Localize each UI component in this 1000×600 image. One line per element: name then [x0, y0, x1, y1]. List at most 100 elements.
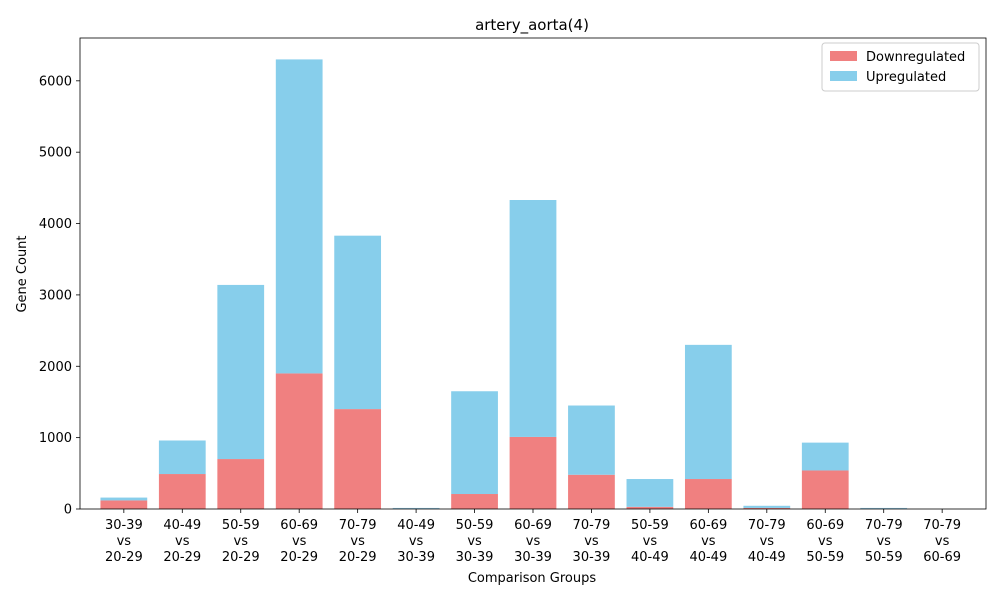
- x-tick-label-line: 40-49: [163, 518, 201, 533]
- x-tick-label-line: 60-69: [280, 518, 318, 533]
- legend: Downregulated Upregulated: [821, 42, 980, 92]
- x-tick-label: 40-49 vs 20-29: [163, 518, 201, 565]
- x-tick-label-line: vs: [701, 534, 716, 549]
- bar-upregulated-14: [860, 507, 908, 509]
- x-tick-label-line: 30-39: [456, 550, 494, 565]
- x-tick-label-line: 70-79: [748, 518, 786, 533]
- bar-downregulated-8: [509, 436, 557, 509]
- bar-downregulated-5: [334, 409, 382, 509]
- legend-box: [821, 42, 980, 92]
- x-tick-label-line: 40-49: [631, 550, 669, 565]
- x-tick-label: 70-79 vs 50-59: [865, 518, 903, 565]
- x-tick-label-line: 30-39: [573, 550, 611, 565]
- bar-upregulated-12: [743, 505, 791, 508]
- x-tick-label-line: vs: [818, 534, 833, 549]
- y-tick-label: 4000: [39, 217, 72, 232]
- x-tick-label: 50-59 vs 20-29: [222, 518, 260, 565]
- y-tick-label: 0: [64, 503, 72, 518]
- bar-upregulated-10: [626, 479, 674, 507]
- x-tick-label-line: vs: [292, 534, 307, 549]
- x-tick-label: 30-39 vs 20-29: [105, 518, 143, 565]
- x-axis-label: Comparison Groups: [468, 571, 597, 586]
- x-tick-label-line: 50-59: [222, 518, 260, 533]
- bar-downregulated-3: [217, 459, 265, 509]
- x-tick-label: 50-59 vs 40-49: [631, 518, 669, 565]
- x-tick-label-line: 50-59: [865, 550, 903, 565]
- x-tick-label-line: vs: [409, 534, 424, 549]
- x-tick-label-line: vs: [935, 534, 950, 549]
- x-tick-label-line: vs: [175, 534, 190, 549]
- x-tick-label-line: 20-29: [280, 550, 318, 565]
- bar-upregulated-8: [509, 200, 557, 437]
- bar-upregulated-3: [217, 284, 265, 460]
- x-tick-label-line: 70-79: [339, 518, 377, 533]
- legend-label-downregulated: Downregulated: [866, 50, 965, 65]
- x-tick-label-line: 70-79: [923, 518, 961, 533]
- bar-upregulated-7: [451, 391, 498, 495]
- legend-label-upregulated: Upregulated: [866, 70, 946, 85]
- x-tick-label-line: 30-39: [105, 518, 143, 533]
- x-tick-label: 60-69 vs 30-39: [514, 518, 552, 565]
- bar-downregulated-13: [801, 470, 849, 509]
- x-tick-label-line: 60-69: [806, 518, 844, 533]
- x-tick-label-line: vs: [234, 534, 249, 549]
- bar-upregulated-2: [158, 440, 206, 475]
- bar-downregulated-12: [743, 507, 791, 509]
- x-tick-label-line: 60-69: [689, 518, 727, 533]
- bar-downregulated-7: [451, 494, 498, 509]
- bar-downregulated-11: [684, 479, 732, 509]
- x-tick-label-line: 40-49: [748, 550, 786, 565]
- x-tick-label-line: 60-69: [923, 550, 961, 565]
- x-tick-label-line: 60-69: [514, 518, 552, 533]
- x-tick-label-line: 20-29: [339, 550, 377, 565]
- legend-swatch-upregulated: [830, 71, 857, 81]
- x-tick-label-line: 20-29: [163, 550, 201, 565]
- bar-downregulated-1: [100, 500, 148, 509]
- x-tick-label-line: 30-39: [514, 550, 552, 565]
- bar-downregulated-4: [275, 373, 323, 509]
- bar-upregulated-6: [392, 507, 440, 509]
- x-tick-label: 40-49 vs 30-39: [397, 518, 435, 565]
- x-tick-label: 60-69 vs 20-29: [280, 518, 318, 565]
- x-tick-label-line: 70-79: [573, 518, 611, 533]
- x-tick-label-line: vs: [467, 534, 482, 549]
- x-tick-label-line: 70-79: [865, 518, 903, 533]
- x-tick-label: 60-69 vs 40-49: [689, 518, 727, 565]
- y-tick-label: 3000: [39, 288, 72, 303]
- x-tick-label-line: 50-59: [456, 518, 494, 533]
- x-tick-label-line: vs: [350, 534, 365, 549]
- x-tick-label-line: 50-59: [806, 550, 844, 565]
- bar-upregulated-11: [684, 344, 732, 480]
- bar-upregulated-5: [334, 235, 382, 410]
- x-tick-label-line: vs: [584, 534, 599, 549]
- x-tick-label-line: vs: [760, 534, 775, 549]
- legend-swatch-downregulated: [830, 51, 857, 61]
- x-tick-label: 70-79 vs 60-69: [923, 518, 961, 565]
- bar-upregulated-4: [275, 59, 323, 374]
- y-tick-label: 6000: [39, 74, 72, 89]
- y-tick-label: 2000: [39, 360, 72, 375]
- x-tick-label-line: 20-29: [105, 550, 143, 565]
- bar-upregulated-9: [568, 405, 615, 475]
- y-axis-label: Gene Count: [15, 235, 30, 312]
- y-tick-label: 5000: [39, 146, 72, 161]
- x-tick-label-line: 30-39: [397, 550, 435, 565]
- x-tick-label-line: vs: [643, 534, 658, 549]
- x-tick-label: 70-79 vs 20-29: [339, 518, 377, 565]
- bar-upregulated-1: [100, 497, 148, 501]
- bars-layer: [100, 59, 908, 509]
- bar-downregulated-10: [626, 506, 674, 509]
- x-tick-label-line: 50-59: [631, 518, 669, 533]
- chart-title: artery_aorta(4): [475, 16, 589, 35]
- x-tick-label-line: 40-49: [689, 550, 727, 565]
- x-tick-label-line: vs: [526, 534, 541, 549]
- bar-downregulated-2: [158, 474, 206, 509]
- x-tick-label-line: 20-29: [222, 550, 260, 565]
- x-tick-label: 60-69 vs 50-59: [806, 518, 844, 565]
- x-tick-label-line: 40-49: [397, 518, 435, 533]
- bar-downregulated-9: [568, 474, 615, 509]
- x-tick-label-line: vs: [117, 534, 132, 549]
- x-tick-label: 50-59 vs 30-39: [456, 518, 494, 565]
